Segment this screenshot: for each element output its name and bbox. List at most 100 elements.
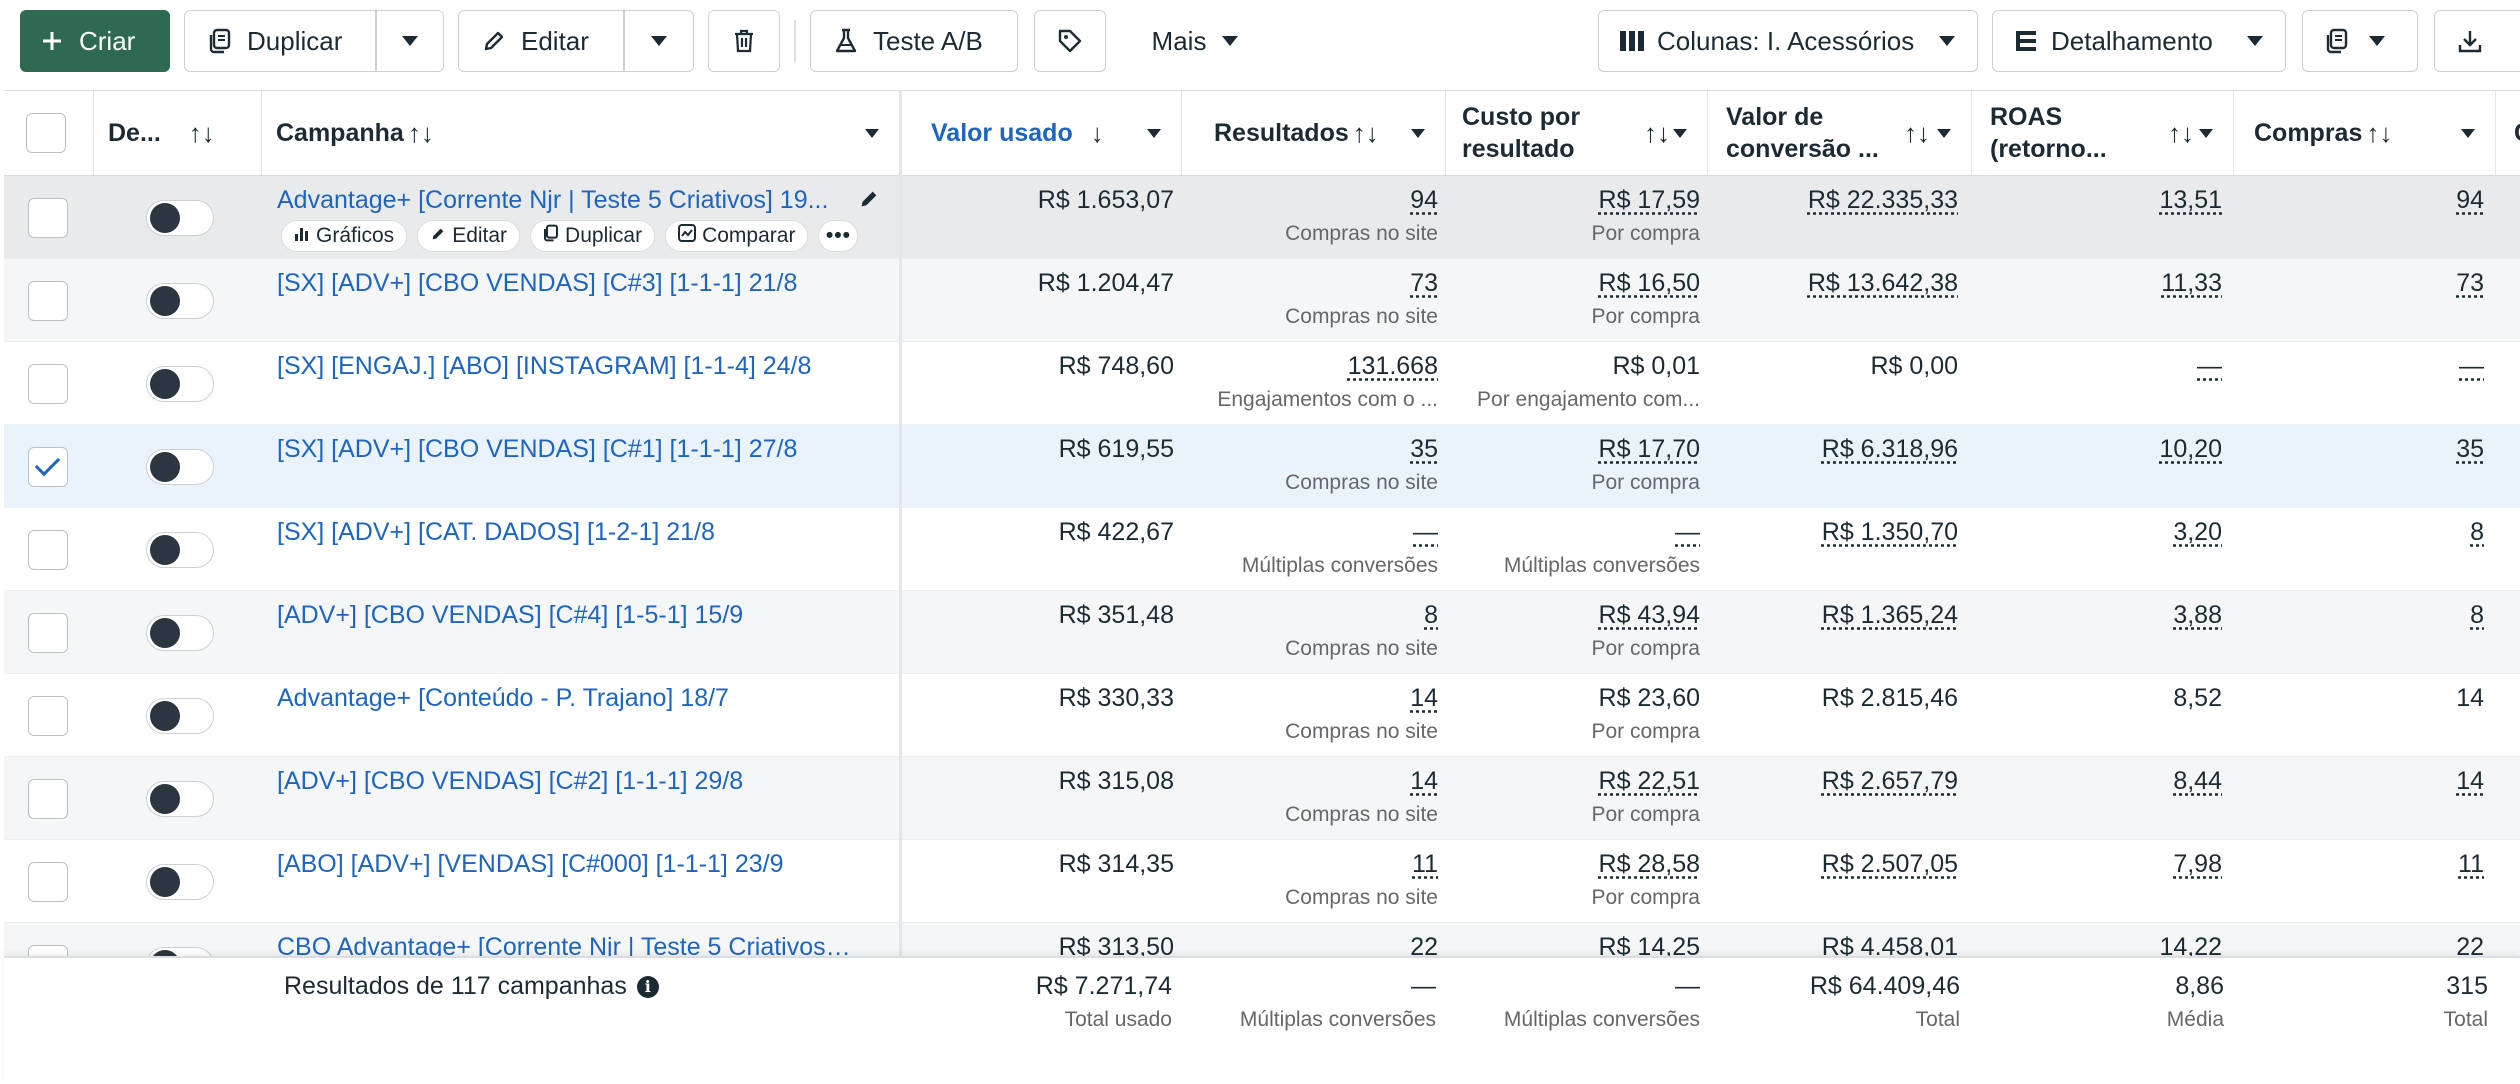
cost-per-result[interactable]: R$ 17,70 xyxy=(1598,435,1700,463)
row-checkbox[interactable] xyxy=(28,779,68,819)
duplicate-dropdown-button[interactable] xyxy=(377,11,443,71)
row-checkbox[interactable] xyxy=(28,281,68,321)
cost-per-result[interactable]: R$ 14,25 xyxy=(1598,933,1700,956)
campaign-name-link[interactable]: [SX] [ENGAJ.] [ABO] [INSTAGRAM] [1-1-4] … xyxy=(277,352,812,380)
column-header-conversion-value[interactable]: Valor de conversão ... ↑↓ xyxy=(1708,91,1972,175)
column-header-delivery[interactable]: De... ↑↓ xyxy=(94,91,262,175)
campaign-name-link[interactable]: [ADV+] [CBO VENDAS] [C#4] [1-5-1] 15/9 xyxy=(277,601,744,629)
roas-value[interactable]: 13,51 xyxy=(2159,186,2222,214)
more-button[interactable]: Mais xyxy=(1130,10,1260,72)
breakdown-button[interactable]: Detalhamento xyxy=(1992,10,2286,72)
conversion-value[interactable]: R$ 22.335,33 xyxy=(1807,186,1958,214)
conversion-value[interactable]: R$ 1.350,70 xyxy=(1821,518,1958,546)
roas-value[interactable]: 3,88 xyxy=(2173,601,2222,629)
row-checkbox[interactable] xyxy=(28,945,68,956)
sort-icon[interactable]: ↑↓ xyxy=(188,117,215,148)
roas-value[interactable]: — xyxy=(2197,352,2222,380)
results-value[interactable]: — xyxy=(1413,518,1438,546)
cost-per-result[interactable]: R$ 0,01 xyxy=(1612,352,1700,380)
more-actions-button[interactable]: ••• xyxy=(818,220,859,252)
results-value[interactable]: 131.668 xyxy=(1347,352,1438,380)
purchases-value[interactable]: 73 xyxy=(2456,269,2484,297)
campaign-name-link[interactable]: [SX] [ADV+] [CBO VENDAS] [C#3] [1-1-1] 2… xyxy=(277,269,798,297)
table-row[interactable]: [SX] [ADV+] [CBO VENDAS] [C#3] [1-1-1] 2… xyxy=(4,259,2520,342)
purchases-value[interactable]: 14 xyxy=(2456,684,2484,712)
reports-button[interactable] xyxy=(2302,10,2418,72)
table-row[interactable]: Advantage+ [Corrente Njr | Teste 5 Criat… xyxy=(4,176,2520,259)
cost-per-result[interactable]: R$ 28,58 xyxy=(1598,850,1700,878)
table-row[interactable]: [ABO] [ADV+] [VENDAS] [C#000] [1-1-1] 23… xyxy=(4,840,2520,923)
campaign-toggle[interactable] xyxy=(146,532,214,568)
results-value[interactable]: 94 xyxy=(1410,186,1438,214)
purchases-value[interactable]: 94 xyxy=(2456,186,2484,214)
edit-dropdown-button[interactable] xyxy=(625,11,693,71)
cost-per-result[interactable]: R$ 17,59 xyxy=(1598,186,1700,214)
delete-button[interactable] xyxy=(708,10,780,72)
edit-name-icon[interactable] xyxy=(858,188,884,214)
campaign-toggle[interactable] xyxy=(146,366,214,402)
results-value[interactable]: 14 xyxy=(1410,684,1438,712)
campaign-toggle[interactable] xyxy=(146,947,214,956)
chevron-down-icon[interactable] xyxy=(1411,129,1425,138)
purchases-value[interactable]: 35 xyxy=(2456,435,2484,463)
purchases-value[interactable]: 8 xyxy=(2470,518,2484,546)
campaign-name-link[interactable]: [ADV+] [CBO VENDAS] [C#2] [1-1-1] 29/8 xyxy=(277,767,744,795)
campaign-name-link[interactable]: Advantage+ [Conteúdo - P. Trajano] 18/7 xyxy=(277,684,729,712)
table-row[interactable]: [SX] [ENGAJ.] [ABO] [INSTAGRAM] [1-1-4] … xyxy=(4,342,2520,425)
campaign-toggle[interactable] xyxy=(146,698,214,734)
table-row[interactable]: [SX] [ADV+] [CAT. DADOS] [1-2-1] 21/8 R$ … xyxy=(4,508,2520,591)
column-header-amount-spent[interactable]: Valor usado ↓ xyxy=(903,91,1182,175)
results-value[interactable]: 11 xyxy=(1412,850,1438,878)
roas-value[interactable]: 14,22 xyxy=(2159,933,2222,956)
column-header-results[interactable]: Resultados ↑↓ xyxy=(1182,91,1446,175)
roas-value[interactable]: 11,33 xyxy=(2161,269,2222,297)
campaign-name-link[interactable]: [SX] [ADV+] [CAT. DADOS] [1-2-1] 21/8 xyxy=(277,518,715,546)
sort-icon[interactable]: ↑↓ xyxy=(1904,118,1930,148)
row-duplicate-button[interactable]: Duplicar xyxy=(530,220,656,252)
sort-icon[interactable]: ↑↓ xyxy=(407,117,434,148)
campaign-toggle[interactable] xyxy=(146,615,214,651)
cost-per-result[interactable]: R$ 43,94 xyxy=(1598,601,1700,629)
conversion-value[interactable]: R$ 2.815,46 xyxy=(1821,684,1958,712)
create-button[interactable]: Criar xyxy=(20,10,170,72)
purchases-value[interactable]: — xyxy=(2459,352,2484,380)
table-row[interactable]: [ADV+] [CBO VENDAS] [C#4] [1-5-1] 15/9 R$… xyxy=(4,591,2520,674)
column-header-roas[interactable]: ROAS (retorno... ↑↓ xyxy=(1972,91,2234,175)
row-checkbox[interactable] xyxy=(28,696,68,736)
conversion-value[interactable]: R$ 2.507,05 xyxy=(1821,850,1958,878)
row-checkbox[interactable] xyxy=(28,198,68,238)
results-value[interactable]: 35 xyxy=(1410,435,1438,463)
conversion-value[interactable]: R$ 0,00 xyxy=(1870,352,1958,380)
purchases-value[interactable]: 11 xyxy=(2458,850,2484,878)
campaign-name-link[interactable]: Advantage+ [Corrente Njr | Teste 5 Criat… xyxy=(277,186,829,214)
campaign-toggle[interactable] xyxy=(146,283,214,319)
conversion-value[interactable]: R$ 4.458,01 xyxy=(1821,933,1958,956)
export-button[interactable] xyxy=(2434,10,2520,72)
compare-button[interactable]: Comparar xyxy=(665,220,809,252)
conversion-value[interactable]: R$ 2.657,79 xyxy=(1821,767,1958,795)
edit-button[interactable]: Editar xyxy=(459,11,623,71)
duplicate-button[interactable]: Duplicar xyxy=(185,11,375,71)
roas-value[interactable]: 8,44 xyxy=(2173,767,2222,795)
campaign-name-link[interactable]: CBO Advantage+ [Corrente Njr | Teste 5 C… xyxy=(277,933,852,956)
row-checkbox[interactable] xyxy=(28,364,68,404)
campaign-toggle[interactable] xyxy=(146,781,214,817)
table-row[interactable]: [ADV+] [CBO VENDAS] [C#2] [1-1-1] 29/8 R$… xyxy=(4,757,2520,840)
purchases-value[interactable]: 8 xyxy=(2470,601,2484,629)
chevron-down-icon[interactable] xyxy=(1147,129,1161,138)
purchases-value[interactable]: 22 xyxy=(2456,933,2484,956)
campaign-toggle[interactable] xyxy=(146,449,214,485)
roas-value[interactable]: 8,52 xyxy=(2173,684,2222,712)
chevron-down-icon[interactable] xyxy=(1673,129,1687,138)
results-value[interactable]: 22 xyxy=(1410,933,1438,956)
roas-value[interactable]: 3,20 xyxy=(2173,518,2222,546)
cost-per-result[interactable]: R$ 22,51 xyxy=(1598,767,1700,795)
purchases-value[interactable]: 14 xyxy=(2456,767,2484,795)
table-row[interactable]: Advantage+ [Conteúdo - P. Trajano] 18/7 R… xyxy=(4,674,2520,757)
sort-icon[interactable]: ↑↓ xyxy=(1352,117,1379,148)
chevron-down-icon[interactable] xyxy=(1937,129,1951,138)
row-edit-button[interactable]: Editar xyxy=(417,220,521,252)
columns-button[interactable]: Colunas: I. Acessórios xyxy=(1598,10,1978,72)
row-checkbox[interactable] xyxy=(28,530,68,570)
select-all-checkbox[interactable] xyxy=(26,113,66,153)
